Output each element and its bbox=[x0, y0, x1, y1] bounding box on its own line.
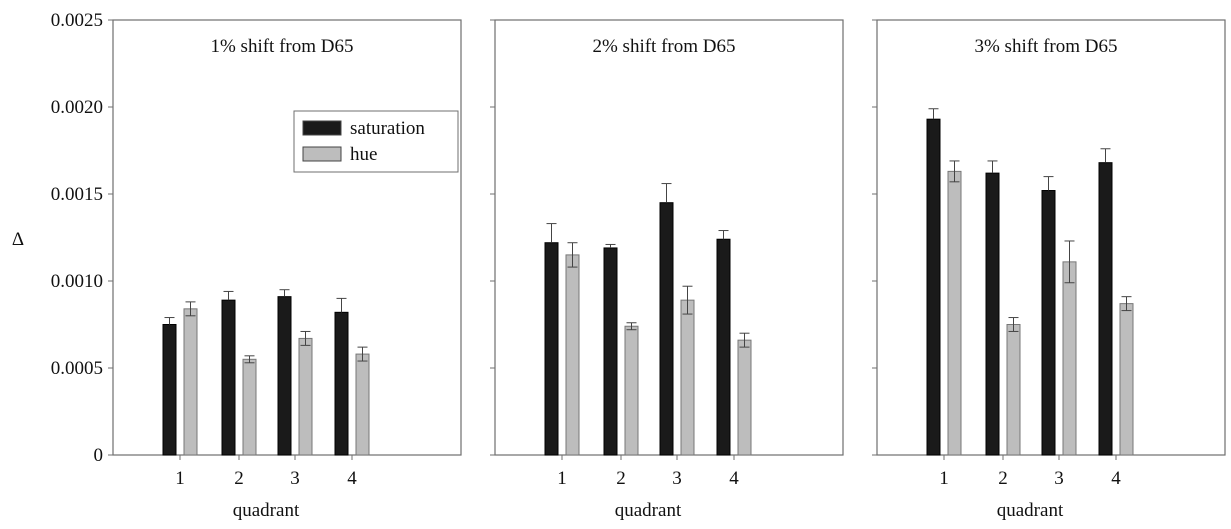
bar-saturation bbox=[277, 296, 292, 456]
x-tick-label: 2 bbox=[616, 468, 626, 489]
x-tick-label: 4 bbox=[1111, 468, 1121, 489]
legend-swatch-saturation bbox=[302, 120, 342, 136]
x-tick-label: 1 bbox=[939, 468, 949, 489]
x-tick-label: 3 bbox=[1054, 468, 1064, 489]
bar-hue bbox=[242, 358, 257, 456]
bar-saturation bbox=[716, 238, 731, 456]
x-tick-label: 1 bbox=[175, 468, 185, 489]
panel-title: 1% shift from D65 bbox=[210, 36, 353, 57]
x-tick-label: 4 bbox=[729, 468, 739, 489]
bar-saturation bbox=[985, 172, 1000, 456]
bar-hue bbox=[1119, 303, 1134, 456]
bar-hue bbox=[1062, 261, 1077, 456]
x-tick-label: 4 bbox=[347, 468, 357, 489]
bar-saturation bbox=[603, 247, 618, 456]
x-tick-label: 1 bbox=[557, 468, 567, 489]
legend-swatch-hue bbox=[302, 146, 342, 162]
legend-label-hue: hue bbox=[350, 144, 377, 165]
bar-saturation bbox=[162, 324, 177, 456]
bar-saturation bbox=[334, 311, 349, 456]
bar-hue bbox=[1006, 324, 1021, 456]
bar-saturation bbox=[926, 118, 941, 456]
bar-hue bbox=[737, 339, 752, 456]
bar-hue bbox=[183, 308, 198, 456]
bar-hue bbox=[680, 299, 695, 456]
y-tick-label: 0.0005 bbox=[51, 358, 103, 379]
y-tick-label: 0 bbox=[94, 445, 104, 466]
x-tick-label: 3 bbox=[672, 468, 682, 489]
y-tick-label: 0.0020 bbox=[51, 97, 103, 118]
bar-saturation bbox=[544, 242, 559, 456]
bar-hue bbox=[298, 337, 313, 456]
x-tick-label: 2 bbox=[234, 468, 244, 489]
bar-saturation bbox=[1098, 162, 1113, 456]
legend-label-saturation: saturation bbox=[350, 118, 425, 139]
panel-title: 3% shift from D65 bbox=[974, 36, 1117, 57]
y-tick-label: 0.0025 bbox=[51, 10, 103, 31]
y-axis-label: Δ bbox=[12, 229, 24, 250]
bar-saturation bbox=[1041, 190, 1056, 456]
x-axis-title: quadrant bbox=[615, 500, 682, 521]
panel-title: 2% shift from D65 bbox=[592, 36, 735, 57]
bar-hue bbox=[355, 353, 370, 456]
bar-hue bbox=[947, 170, 962, 456]
y-tick-label: 0.0010 bbox=[51, 271, 103, 292]
x-axis-title: quadrant bbox=[997, 500, 1064, 521]
legend: saturation hue bbox=[293, 110, 459, 173]
x-axis-title: quadrant bbox=[233, 500, 300, 521]
bar-saturation bbox=[221, 299, 236, 456]
x-tick-label: 3 bbox=[290, 468, 300, 489]
y-tick-label: 0.0015 bbox=[51, 184, 103, 205]
bar-hue bbox=[565, 254, 580, 456]
x-tick-label: 2 bbox=[998, 468, 1008, 489]
bar-hue bbox=[624, 325, 639, 456]
bar-saturation bbox=[659, 202, 674, 456]
